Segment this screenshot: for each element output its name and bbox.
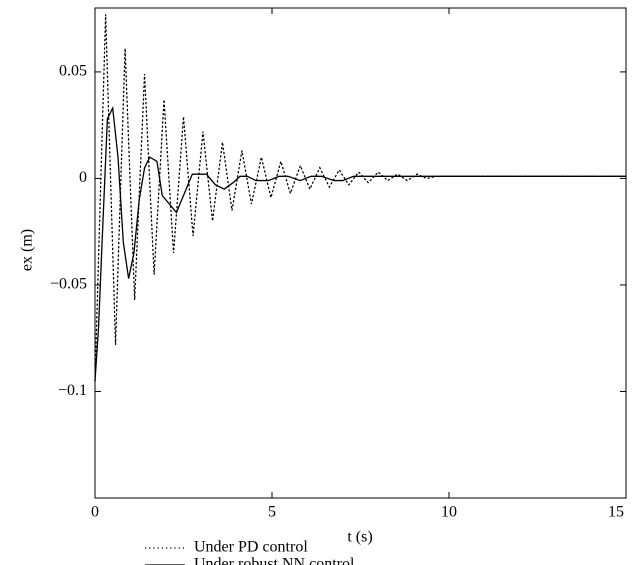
legend-label: Under PD control <box>194 539 308 556</box>
y-tick-label: 0 <box>79 169 87 186</box>
y-tick-label: 0.05 <box>59 63 87 80</box>
y-axis-label: ex (m) <box>19 229 36 271</box>
series-line <box>94 14 627 382</box>
x-tick-label: 15 <box>608 504 624 521</box>
y-tick-label: −0.1 <box>58 382 87 399</box>
y-tick-label: −0.05 <box>50 276 87 293</box>
x-tick-label: 0 <box>91 504 99 521</box>
series-line <box>94 105 627 382</box>
x-axis-label: t (s) <box>347 529 372 546</box>
x-tick-label: 5 <box>268 504 276 521</box>
x-tick-label: 10 <box>441 504 457 521</box>
legend-label: Under robust NN control <box>194 556 355 565</box>
plot-frame <box>94 7 627 499</box>
